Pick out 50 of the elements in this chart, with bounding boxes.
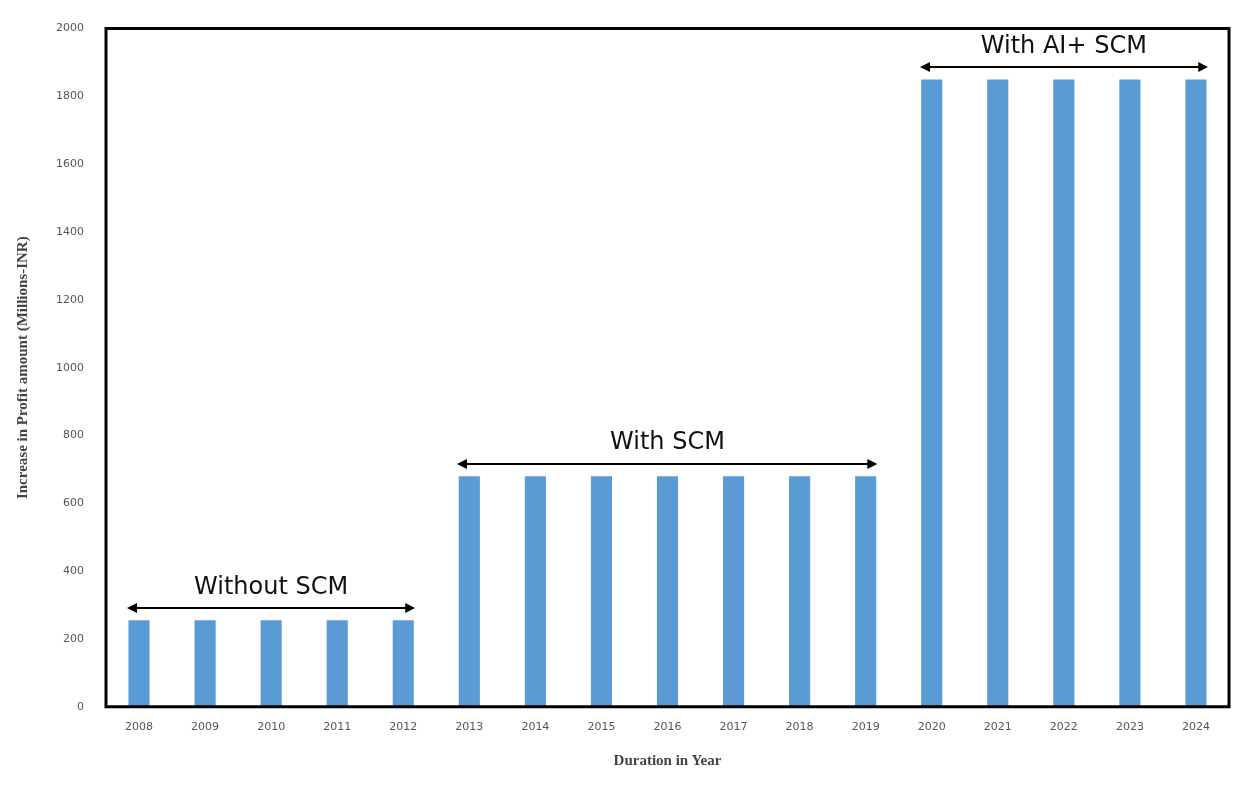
x-tick-label: 2015 xyxy=(587,720,616,734)
bar xyxy=(524,476,546,707)
y-tick-label: 200 xyxy=(62,631,84,645)
y-tick-label: 2000 xyxy=(55,21,84,35)
y-tick-label: 400 xyxy=(62,564,84,578)
x-tick-label: 2012 xyxy=(389,720,418,734)
x-tick-label: 2011 xyxy=(323,720,352,734)
x-axis-title: Duration in Year xyxy=(613,751,722,768)
x-tick-label: 2014 xyxy=(521,720,550,734)
bar xyxy=(590,476,613,707)
bar xyxy=(128,620,150,707)
annotation: Without SCM xyxy=(194,571,349,600)
bar xyxy=(1185,79,1207,707)
bar xyxy=(987,79,1009,707)
y-tick-label: 0 xyxy=(76,699,84,713)
x-tick-label: 2009 xyxy=(191,720,220,734)
y-tick-label: 1400 xyxy=(55,224,84,238)
y-tick-label: 1600 xyxy=(55,157,84,171)
x-tick-label: 2016 xyxy=(653,720,682,734)
x-tick-label: 2017 xyxy=(719,720,748,734)
x-tick-label: 2021 xyxy=(983,720,1012,734)
bar xyxy=(194,620,216,707)
y-tick-label: 1800 xyxy=(55,89,84,103)
y-tick-label: 1000 xyxy=(55,360,84,374)
x-tick-label: 2013 xyxy=(455,720,484,734)
bar xyxy=(722,476,745,707)
bar xyxy=(656,476,679,707)
x-tick-label: 2018 xyxy=(785,720,814,734)
bar xyxy=(260,620,282,707)
bar xyxy=(1053,79,1075,707)
annotation: With AI+ SCM xyxy=(980,30,1147,59)
bar xyxy=(1119,79,1141,707)
y-tick-label: 800 xyxy=(62,428,84,442)
bar xyxy=(789,476,811,707)
x-tick-label: 2024 xyxy=(1181,720,1210,734)
y-tick-label: 600 xyxy=(62,496,84,510)
bar xyxy=(921,79,943,707)
x-tick-label: 2008 xyxy=(125,720,154,734)
bar xyxy=(326,620,348,707)
bar xyxy=(855,476,877,707)
bar xyxy=(458,476,480,707)
y-tick-label: 1200 xyxy=(55,292,84,306)
x-tick-label: 2020 xyxy=(917,720,946,734)
x-tick-label: 2023 xyxy=(1115,720,1144,734)
x-tick-label: 2019 xyxy=(851,720,880,734)
bar xyxy=(392,620,414,707)
x-tick-label: 2010 xyxy=(257,720,286,734)
y-axis-title: Increase in Profit amount (Millions-INR) xyxy=(13,236,31,500)
x-tick-label: 2022 xyxy=(1049,720,1078,734)
annotation: With SCM xyxy=(610,427,725,456)
